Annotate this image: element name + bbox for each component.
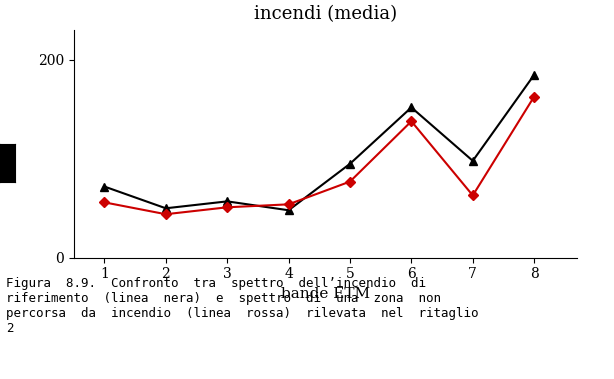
- Text: Figura  8.9.  Confronto  tra  spettro  dell’incendio  di
riferimento  (linea  ne: Figura 8.9. Confronto tra spettro dell’i…: [6, 277, 479, 335]
- Title: incendi (media): incendi (media): [254, 5, 397, 23]
- X-axis label: bande ETM: bande ETM: [281, 287, 370, 301]
